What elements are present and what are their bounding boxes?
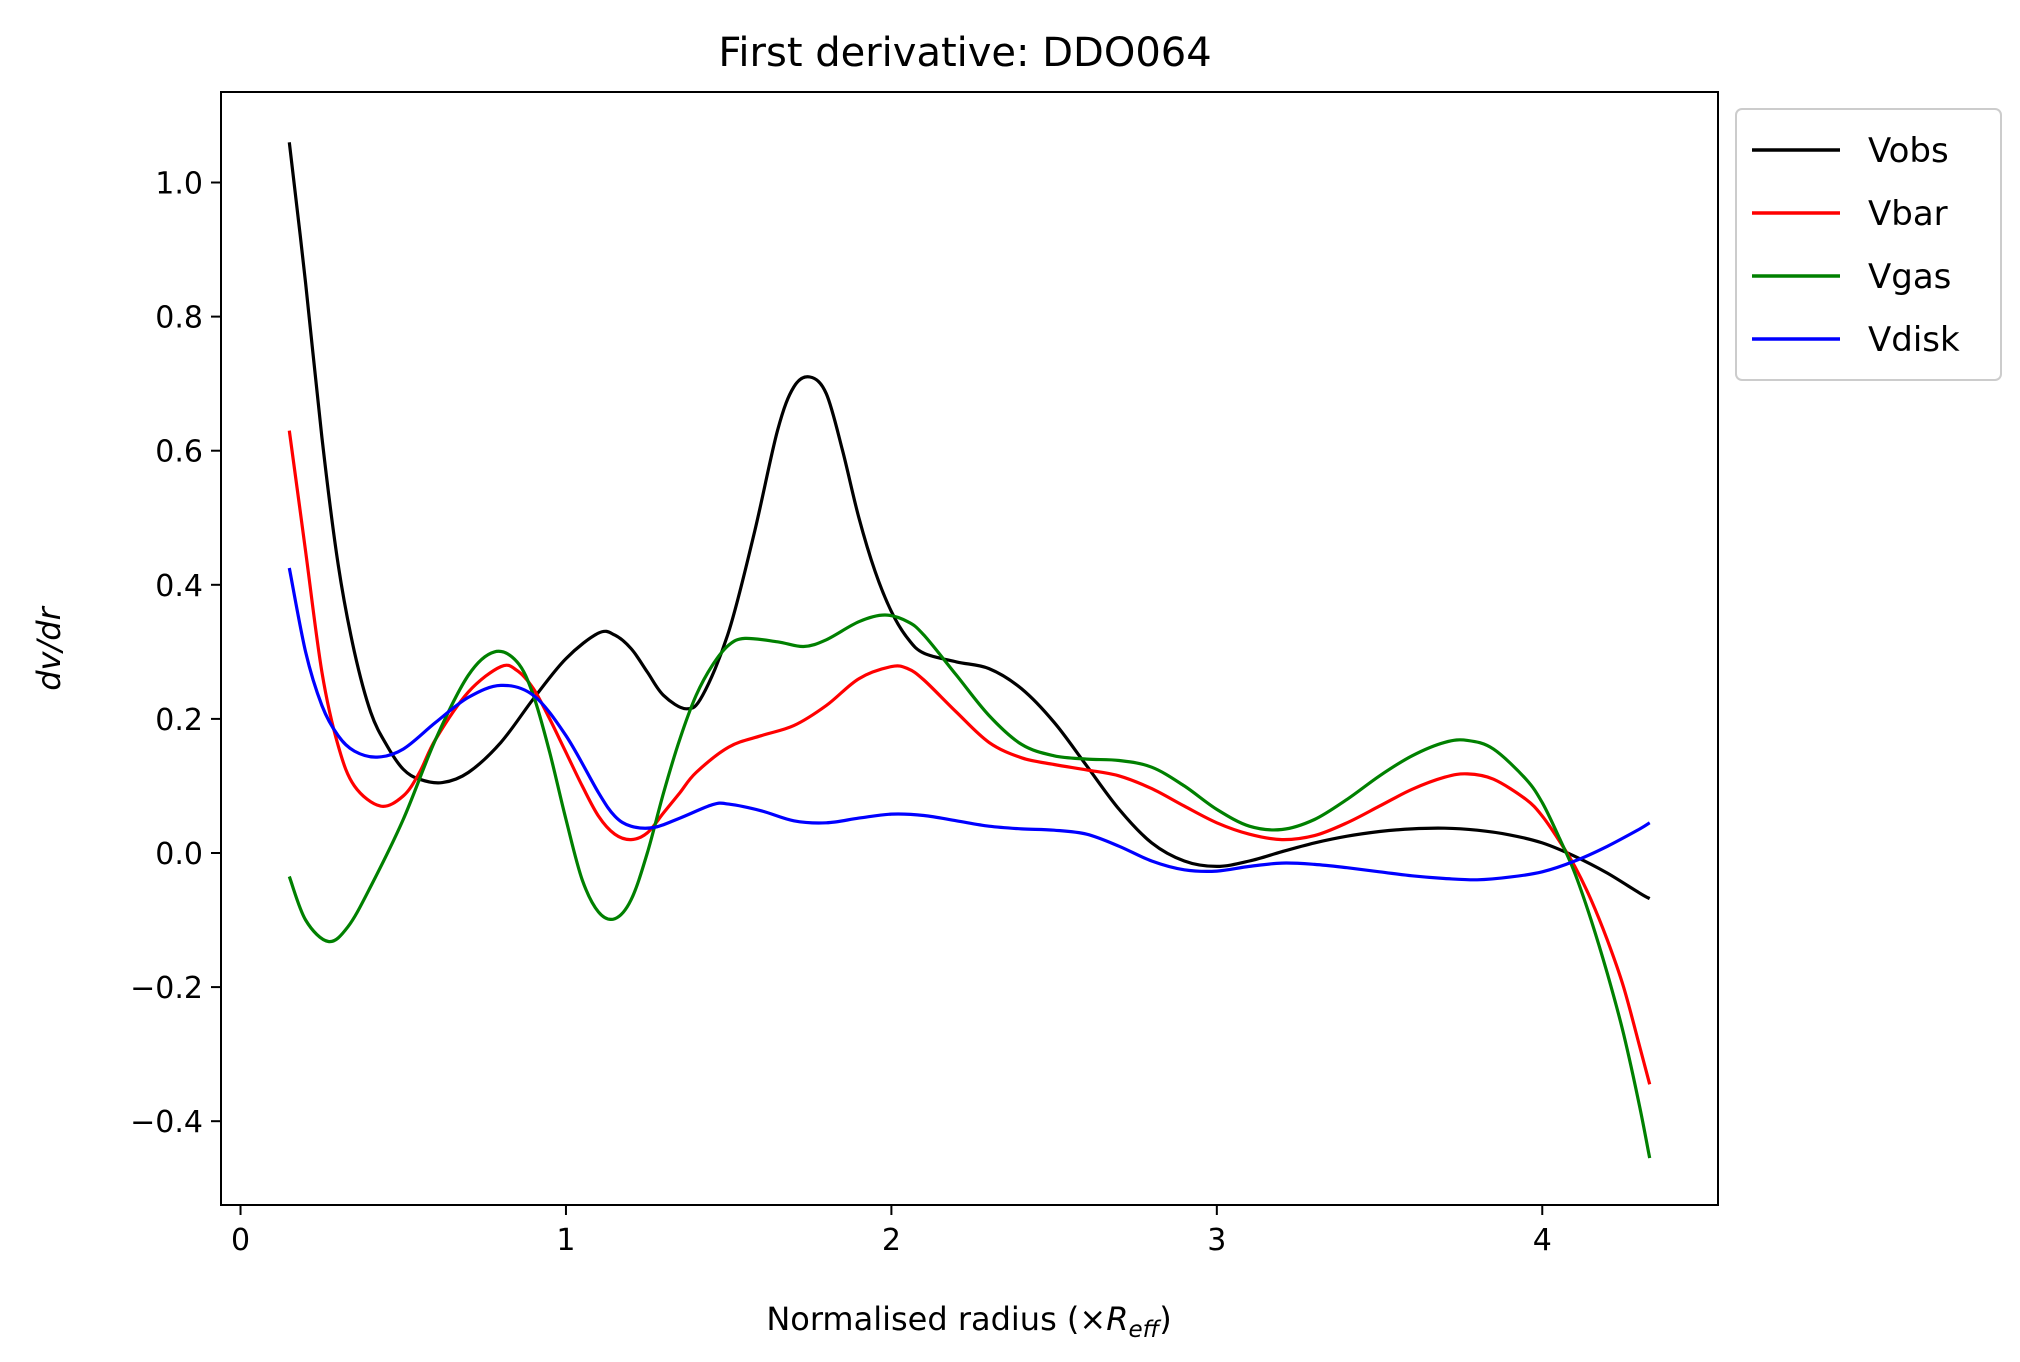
legend-frame: [1735, 108, 2002, 381]
chart-title: First derivative: DDO064: [718, 30, 1211, 76]
y-tick-label: 0.6: [155, 435, 203, 470]
x-tick-label: 1: [556, 1223, 575, 1258]
x-tick-label: 4: [1533, 1223, 1552, 1258]
y-tick-label: 0.4: [155, 569, 203, 604]
ticks-layer: 0 1 2 3 4 −0.4 −0.2 0.0 0.2 0.4 0.6 0.8 1.0: [130, 167, 1552, 1258]
x-tick-label: 2: [882, 1223, 901, 1258]
x-tick-label: 0: [231, 1223, 250, 1258]
y-tick-label: 0.0: [155, 837, 203, 872]
legend-label-vbar: Vbar: [1868, 194, 1948, 234]
legend-label-vdisk: Vdisk: [1868, 320, 1960, 360]
y-tick-label: −0.4: [130, 1105, 203, 1140]
series-layer: [287, 142, 1652, 1159]
x-tick-label: 3: [1207, 1223, 1226, 1258]
y-tick-label: −0.2: [130, 971, 203, 1006]
plot-frame: [220, 91, 1719, 1206]
legend-label-vgas: Vgas: [1868, 257, 1951, 297]
x-axis-title: Normalised radius (×Reff): [766, 1300, 1171, 1343]
y-tick-label: 0.2: [155, 703, 203, 738]
y-tick-label: 0.8: [155, 301, 203, 336]
legend: Vobs Vbar Vgas Vdisk: [1735, 108, 2002, 381]
legend-label-vobs: Vobs: [1868, 131, 1949, 171]
series-line-vdisk: [287, 567, 1651, 882]
y-tick-label: 1.0: [155, 167, 203, 202]
series-line-vgas: [287, 613, 1652, 1159]
y-axis-title: dv/dr: [30, 605, 68, 690]
